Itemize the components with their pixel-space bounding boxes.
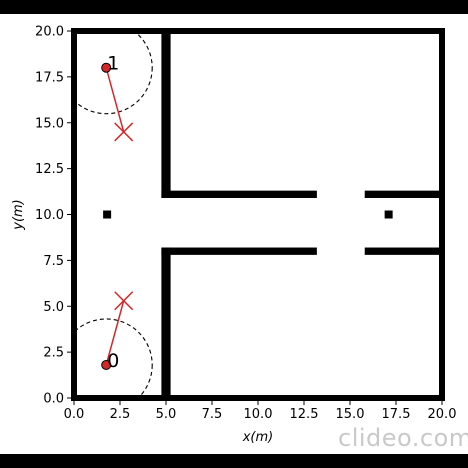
wall	[161, 247, 317, 255]
goal-marker	[114, 291, 134, 311]
x-axis-label: x(m)	[242, 430, 274, 445]
x-tick-label: 15.0	[336, 407, 365, 422]
sensor-range-circle	[74, 318, 153, 398]
y-tick-label: 10.0	[35, 208, 64, 223]
obstacle-marker	[103, 210, 112, 219]
x-tick-label: 0.0	[64, 407, 85, 422]
wall	[161, 31, 171, 198]
y-tick-label: 17.5	[35, 70, 64, 85]
x-tick-label: 20.0	[428, 407, 457, 422]
obstacle-marker	[384, 210, 393, 219]
x-axis: 0.0 2.5 5.0 7.5 10.0 12.5 15.0 17.5 20.0	[64, 401, 457, 422]
y-tick-label: 20.0	[35, 25, 64, 40]
agent-label: 1	[107, 53, 119, 75]
agent-path-line	[105, 300, 125, 366]
y-tick-label: 15.0	[35, 116, 64, 131]
x-tick-label: 7.5	[202, 407, 223, 422]
plot-area	[71, 28, 445, 401]
y-tick-label: 0.0	[43, 392, 64, 407]
wall	[364, 247, 442, 255]
video-bottom-bar	[0, 454, 468, 468]
wall	[364, 190, 442, 198]
agent-path-line	[105, 67, 125, 133]
y-axis-label: y(m)	[11, 199, 26, 231]
agents-group: 10	[74, 31, 153, 398]
video-top-bar	[0, 0, 468, 14]
wall	[161, 190, 317, 198]
y-axis: 0.0 2.5 5.0 7.5 10.0 12.5 15.0 17.5 20.0	[35, 25, 71, 407]
agent-marker	[101, 62, 112, 73]
agents-layer: 10	[74, 31, 153, 398]
y-tick-label: 2.5	[43, 346, 64, 361]
y-tick-label: 12.5	[35, 162, 64, 177]
x-tick-label: 12.5	[290, 407, 319, 422]
sensor-range-circle	[74, 31, 153, 115]
x-tick-label: 5.0	[156, 407, 177, 422]
agent-label: 0	[107, 350, 119, 372]
watermark-text: clideo.com	[338, 424, 468, 452]
obstacles-layer	[103, 210, 393, 219]
walls-layer	[161, 31, 442, 398]
y-tick-label: 7.5	[43, 254, 64, 269]
wall	[161, 247, 171, 398]
goal-marker	[114, 122, 134, 142]
x-tick-label: 17.5	[382, 407, 411, 422]
y-tick-label: 5.0	[43, 300, 64, 315]
x-tick-label: 2.5	[110, 407, 131, 422]
x-tick-label: 10.0	[244, 407, 273, 422]
agent-marker	[101, 359, 112, 370]
